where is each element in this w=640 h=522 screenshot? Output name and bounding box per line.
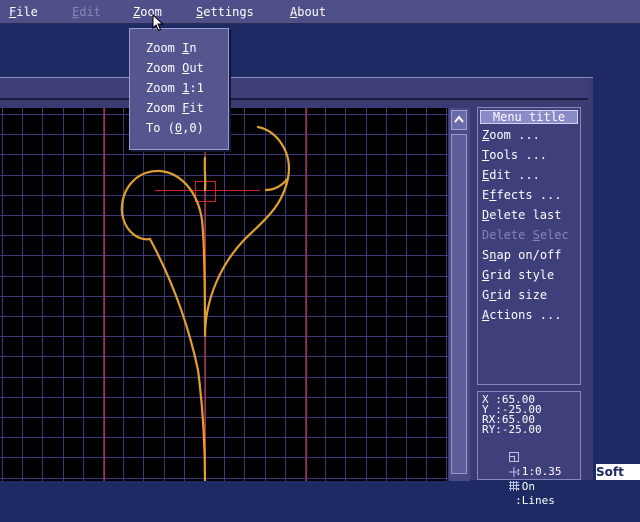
zoom-1-1-item[interactable]: Zoom 1:1 bbox=[146, 81, 204, 95]
zoom-in-item[interactable]: Zoom In bbox=[146, 41, 197, 55]
side-item-delete-selected[interactable]: Delete Selec bbox=[482, 228, 569, 242]
menu-settings[interactable]: Settings bbox=[196, 5, 254, 19]
chevron-up-icon[interactable] bbox=[451, 110, 467, 130]
menu-bar: File Edit Zoom Settings About bbox=[0, 0, 640, 24]
zoom-dropdown-menu: Zoom In Zoom Out Zoom 1:1 Zoom Fit To (0… bbox=[129, 28, 229, 150]
side-item-edit[interactable]: Edit ... bbox=[482, 168, 540, 182]
snap-readout: :On bbox=[482, 452, 535, 493]
ratio-icon bbox=[508, 452, 519, 462]
side-item-effects[interactable]: Effects ... bbox=[482, 188, 562, 202]
vertical-scrollbar[interactable] bbox=[449, 108, 470, 481]
grid-readout: :Lines bbox=[482, 466, 555, 507]
window-title-bar[interactable] bbox=[0, 78, 588, 100]
scale-readout: :1:0.35 bbox=[482, 437, 562, 478]
side-item-tools[interactable]: Tools ... bbox=[482, 148, 548, 162]
canvas-drawing bbox=[0, 108, 448, 481]
menu-edit[interactable]: Edit bbox=[72, 5, 101, 19]
side-item-zoom[interactable]: Zoom ... bbox=[482, 128, 540, 142]
side-menu-title: Menu title bbox=[480, 110, 578, 124]
menu-zoom[interactable]: Zoom bbox=[133, 5, 162, 19]
curve-path[interactable] bbox=[120, 125, 290, 481]
side-item-actions[interactable]: Actions ... bbox=[482, 308, 562, 322]
menu-about[interactable]: About bbox=[290, 5, 327, 19]
y-readout: Y :-25.00 bbox=[482, 403, 542, 416]
side-menu: Menu title Zoom ... Tools ... Edit ... E… bbox=[477, 107, 581, 385]
zoom-fit-item[interactable]: Zoom Fit bbox=[146, 101, 204, 115]
menu-file[interactable]: File bbox=[9, 5, 38, 19]
rx-readout: RX:65.00 bbox=[482, 413, 535, 426]
zoom-to-origin-item[interactable]: To (0,0) bbox=[146, 121, 204, 135]
drawing-canvas[interactable] bbox=[0, 108, 448, 481]
scrollbar-thumb[interactable] bbox=[451, 134, 467, 474]
arrow-pointer-icon bbox=[152, 14, 164, 32]
brand-logo: Soft bbox=[596, 464, 640, 480]
side-item-delete-last[interactable]: Delete last bbox=[482, 208, 562, 222]
grid-icon bbox=[508, 481, 519, 491]
grid-lines bbox=[0, 108, 448, 481]
zoom-out-item[interactable]: Zoom Out bbox=[146, 61, 204, 75]
ry-readout: RY:-25.00 bbox=[482, 423, 542, 436]
coordinate-info-panel: X :65.00 Y :-25.00 RX:65.00 RY:-25.00 :1… bbox=[477, 391, 581, 507]
crosshair-icon bbox=[508, 467, 519, 477]
x-readout: X :65.00 bbox=[482, 393, 535, 406]
side-item-grid-size[interactable]: Grid size bbox=[482, 288, 548, 302]
side-item-grid-style[interactable]: Grid style bbox=[482, 268, 555, 282]
side-item-snap[interactable]: Snap on/off bbox=[482, 248, 562, 262]
